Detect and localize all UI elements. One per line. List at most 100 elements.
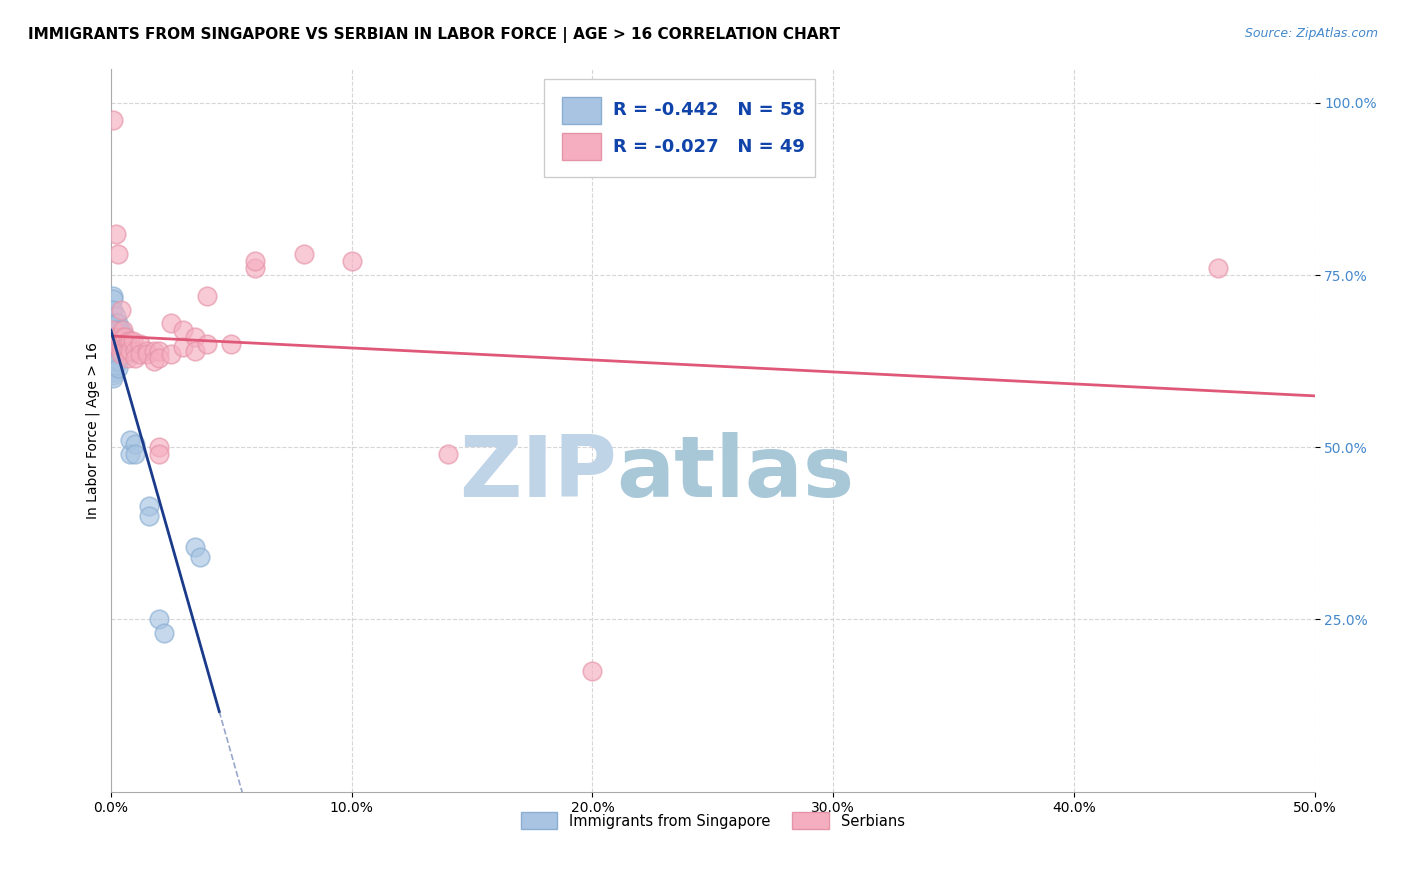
Point [103, 316, 125, 330]
Point [110, 302, 132, 317]
Point [107, 330, 129, 344]
Point [103, 351, 125, 365]
Point [103, 334, 125, 348]
Point [184, 540, 207, 554]
Point [124, 447, 146, 461]
Bar [562, 133, 600, 161]
Point [172, 340, 194, 354]
Point [195, 289, 218, 303]
Point [188, 550, 211, 565]
Point [111, 330, 134, 344]
Text: atlas: atlas [616, 432, 855, 515]
Point [111, 326, 134, 341]
Point [107, 361, 129, 376]
Point [245, 261, 267, 276]
Point [103, 371, 125, 385]
Point [100, 326, 122, 341]
Point [104, 354, 127, 368]
Point [114, 340, 136, 354]
Point [148, 343, 170, 358]
Point [107, 316, 129, 330]
Point [107, 347, 129, 361]
Point [110, 323, 132, 337]
Point [143, 343, 166, 358]
Point [148, 447, 170, 461]
Point [195, 337, 218, 351]
Point [184, 343, 207, 358]
Text: R = -0.442   N = 58: R = -0.442 N = 58 [613, 102, 804, 120]
Point [138, 509, 160, 524]
Text: Source: ZipAtlas.com: Source: ZipAtlas.com [1244, 27, 1378, 40]
Point [148, 612, 170, 626]
Point [104, 340, 127, 354]
Point [121, 334, 143, 348]
Point [103, 340, 125, 354]
Point [110, 340, 132, 354]
Point [160, 347, 183, 361]
Point [153, 626, 176, 640]
Point [103, 323, 125, 337]
Point [172, 323, 194, 337]
Point [128, 337, 150, 351]
Point [103, 292, 125, 306]
Point [136, 347, 159, 361]
Point [111, 323, 134, 337]
Point [107, 354, 129, 368]
Point [110, 347, 132, 361]
Text: R = -0.027   N = 49: R = -0.027 N = 49 [613, 137, 804, 155]
Point [103, 347, 125, 361]
Point [104, 337, 127, 351]
Point [340, 254, 363, 268]
Y-axis label: In Labor Force | Age > 16: In Labor Force | Age > 16 [86, 342, 100, 518]
Text: ZIP: ZIP [458, 432, 616, 515]
Point [110, 343, 132, 358]
Point [104, 323, 127, 337]
Point [111, 347, 134, 361]
Point [104, 330, 127, 344]
Point [104, 316, 127, 330]
Point [100, 302, 122, 317]
Point [104, 227, 127, 241]
Point [103, 113, 125, 128]
Point [114, 330, 136, 344]
Point [124, 351, 146, 365]
Point [104, 347, 127, 361]
Point [245, 254, 267, 268]
Point [103, 319, 125, 334]
Point [120, 434, 142, 448]
Point [124, 437, 146, 451]
Point [120, 447, 142, 461]
Point [103, 343, 125, 358]
Point [103, 323, 125, 337]
Point [103, 368, 125, 382]
FancyBboxPatch shape [544, 79, 815, 177]
Point [104, 343, 127, 358]
Point [184, 330, 207, 344]
Point [124, 343, 146, 358]
Point [107, 323, 129, 337]
Point [219, 337, 242, 351]
Point [120, 343, 142, 358]
Point [138, 499, 160, 513]
Point [437, 447, 460, 461]
Point [117, 334, 139, 348]
Point [117, 347, 139, 361]
Point [103, 365, 125, 379]
Point [104, 358, 127, 372]
Point [103, 330, 125, 344]
Point [114, 340, 136, 354]
Text: IMMIGRANTS FROM SINGAPORE VS SERBIAN IN LABOR FORCE | AGE > 16 CORRELATION CHART: IMMIGRANTS FROM SINGAPORE VS SERBIAN IN … [28, 27, 841, 43]
Point [1206, 261, 1229, 276]
Point [117, 343, 139, 358]
Point [111, 337, 134, 351]
Point [148, 351, 170, 365]
Point [292, 247, 315, 261]
Point [114, 343, 136, 358]
Point [103, 302, 125, 317]
Point [581, 664, 603, 678]
Point [104, 310, 127, 324]
Point [103, 330, 125, 344]
Point [160, 316, 183, 330]
Point [114, 330, 136, 344]
Point [136, 343, 159, 358]
